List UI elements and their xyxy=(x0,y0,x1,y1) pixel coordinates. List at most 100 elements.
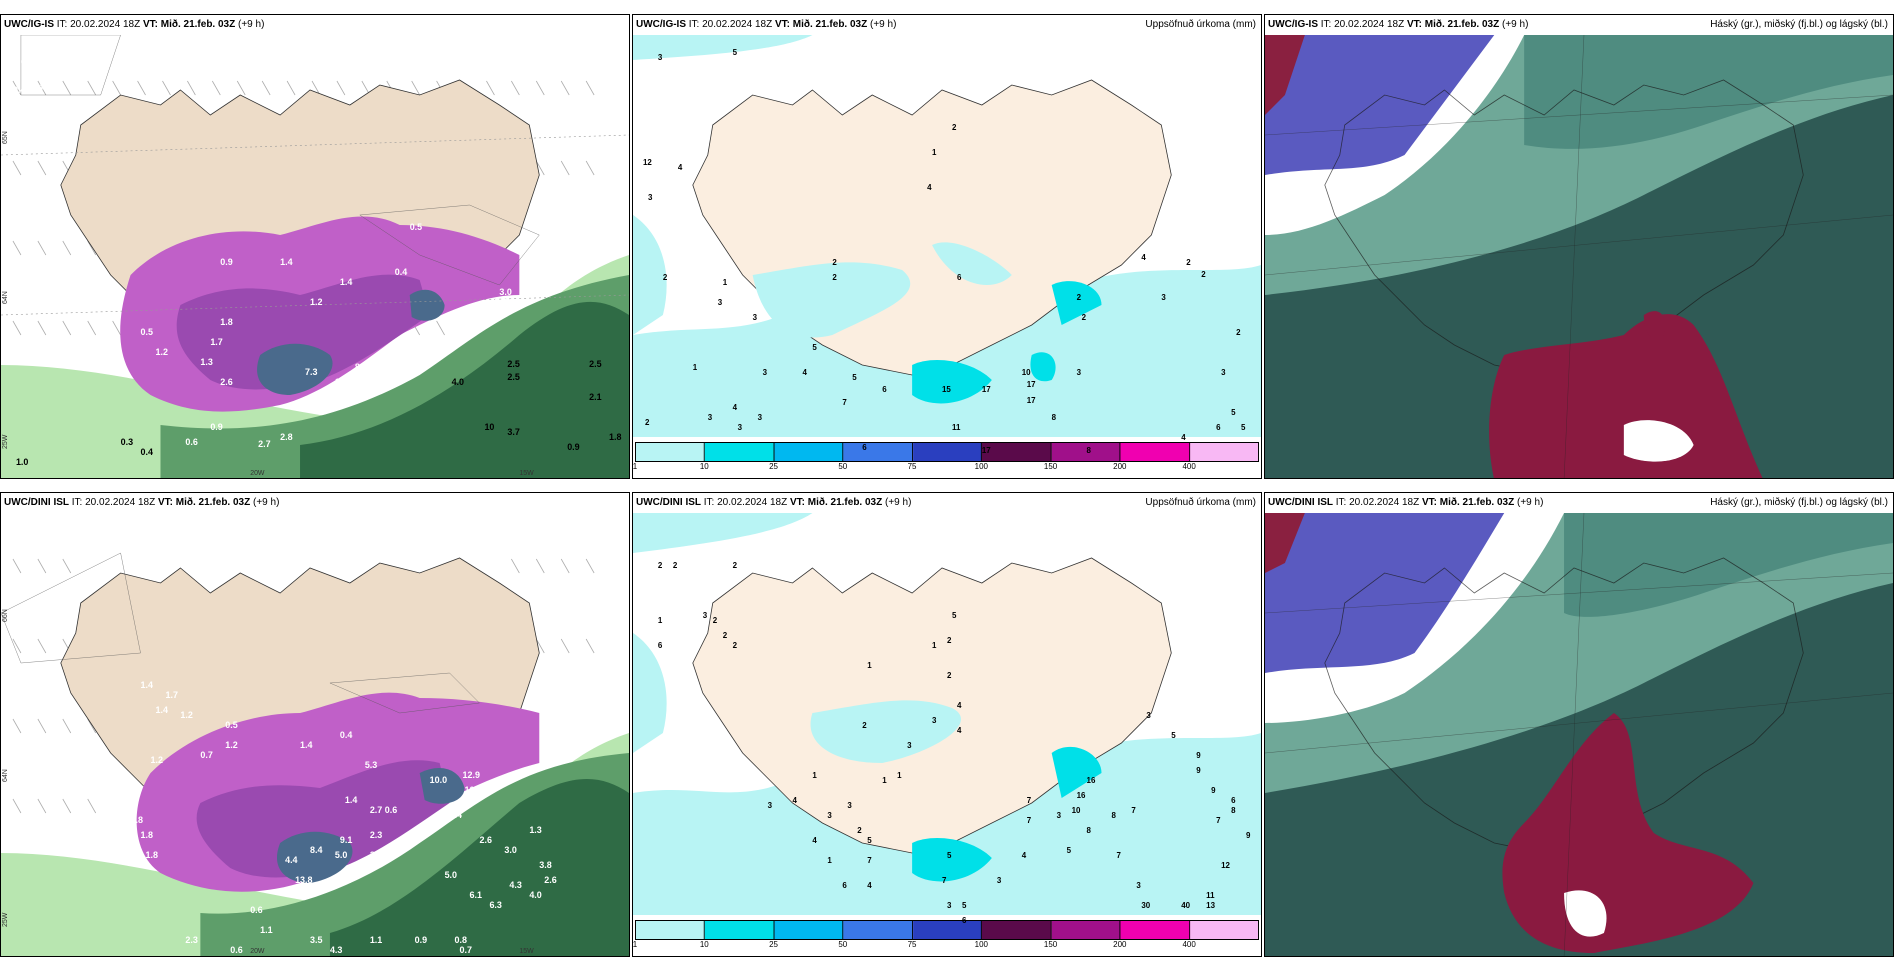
accum-precip-map: 1 10 25 50 75 100 150 200 400 3512433131… xyxy=(633,35,1261,478)
map-value-label: 3.0 xyxy=(504,845,516,855)
map-value-label: 5.0 xyxy=(335,850,347,860)
map-value-label: 2 xyxy=(1201,270,1206,279)
map-value-label: 2 xyxy=(947,671,952,680)
colorbar-swatches xyxy=(634,920,1260,940)
panel-header: UWC/DINI ISL IT: 20.02.2024 18Z VT: Mið.… xyxy=(1,493,629,513)
map-value-label: 6.3 xyxy=(489,900,501,910)
map-value-label: 3 xyxy=(738,423,743,432)
panel-accum-precip-igis: UWC/IG-IS IT: 20.02.2024 18Z VT: Mið. 21… xyxy=(632,14,1262,479)
map-value-label: 17 xyxy=(982,385,991,394)
map-value-label: 4 xyxy=(733,403,738,412)
map-value-label: 12 xyxy=(643,158,652,167)
precip-colorbar: 1 10 25 50 75 100 150 200 400 xyxy=(633,437,1261,478)
precip-value: 3.7 xyxy=(507,427,519,437)
precip-value: 0.5 xyxy=(21,57,33,67)
precip-value: 10.4 xyxy=(335,377,352,387)
panel-title: Uppsöfnuð úrkoma (mm) xyxy=(1145,497,1256,508)
precip-value: 0.4 xyxy=(31,82,43,92)
precip-value: 0.3 xyxy=(121,437,133,447)
it-label: IT: xyxy=(1335,497,1347,508)
map-value-label: 1.2 xyxy=(151,755,163,765)
map-value-label: 3 xyxy=(1146,711,1151,720)
lon-label: 20W xyxy=(250,470,265,477)
map-value-label: 10.0 xyxy=(430,775,447,785)
model-name: UWC/DINI ISL xyxy=(1268,497,1333,508)
precip-value: 0.6 xyxy=(185,437,197,447)
map-value-label: 3 xyxy=(1161,293,1166,302)
it-label: IT: xyxy=(703,497,715,508)
lon-label: 20W xyxy=(250,948,265,955)
colorbar-swatches xyxy=(634,442,1260,462)
map-value-label: 3.7 xyxy=(370,850,382,860)
map-value-label: 5 xyxy=(1231,408,1236,417)
lat-label: 64N xyxy=(2,291,9,304)
map-value-label: 1.2 xyxy=(225,740,237,750)
map-value-label: 0.9 xyxy=(415,935,427,945)
precip-value: 2.6 xyxy=(220,377,232,387)
map-value-label: 4 xyxy=(1141,253,1146,262)
map-value-label: 3.5 xyxy=(310,935,322,945)
colorbar-tick: 400 xyxy=(1182,940,1196,949)
map-value-label: 1 xyxy=(812,771,817,780)
panel-cloud-cover-igis: UWC/IG-IS IT: 20.02.2024 18Z VT: Mið. 21… xyxy=(1264,14,1894,479)
swatch xyxy=(1051,443,1121,461)
map-value-label: 7 xyxy=(867,856,872,865)
precip-value: 2.5 xyxy=(507,372,519,382)
precip-value: 0.9 xyxy=(220,257,232,267)
precip-wind-map: 65N 64N 25W 20W 15W 0.5 0.4 0.4 0.9 1.8 … xyxy=(1,35,629,478)
map-value-label: 7 xyxy=(842,398,847,407)
map-value-label: 2.6 xyxy=(479,835,491,845)
map-value-label: 2.6 xyxy=(544,875,556,885)
vt-label: VT: xyxy=(774,19,790,30)
map-value-label: 9 xyxy=(1196,766,1201,775)
precip-value: 2.1 xyxy=(589,392,601,402)
map-value-label: 1.4 xyxy=(156,705,168,715)
map-value-label: 4 xyxy=(1022,851,1027,860)
map-value-label: 5 xyxy=(952,611,957,620)
map-value-label: 13.8 xyxy=(295,875,312,885)
init-time: 20.02.2024 18Z xyxy=(1334,19,1405,30)
map-value-label: 7 xyxy=(942,876,947,885)
precip-value: 10 xyxy=(484,422,494,432)
map-value-label: 0.6 xyxy=(385,805,397,815)
map-value-label: 6 xyxy=(842,881,847,890)
map-value-label: 1.4 xyxy=(345,795,357,805)
colorbar-tick: 50 xyxy=(838,462,848,471)
vt-label: VT: xyxy=(142,19,158,30)
map-value-label: 1.1 xyxy=(370,935,382,945)
map-value-label: 2 xyxy=(952,123,957,132)
swatch xyxy=(843,443,913,461)
vt-label: VT: xyxy=(157,497,173,508)
precip-value: 1.2 xyxy=(310,297,322,307)
map-value-label: 7 xyxy=(1027,796,1032,805)
map-value-label: 5 xyxy=(1067,846,1072,855)
map-value-label: 2 xyxy=(862,721,867,730)
swatch xyxy=(982,443,1052,461)
map-value-label: 0.6 xyxy=(250,905,262,915)
map-value-label: 2 xyxy=(1082,313,1087,322)
precip-value: 1.8 xyxy=(220,317,232,327)
map-value-label: 3 xyxy=(932,716,937,725)
colorbar-tick: 200 xyxy=(1113,940,1127,949)
map-value-label: 0.7 xyxy=(200,750,212,760)
map-value-label: 15 xyxy=(942,385,951,394)
map-value-label: 6 xyxy=(658,641,663,650)
map-value-label: 17 xyxy=(1027,380,1036,389)
precip-value: 6.6 xyxy=(325,392,337,402)
colorbar-tick: 150 xyxy=(1043,940,1058,949)
precip-value: 2.5 xyxy=(589,359,601,369)
valid-time: Mið. 21.feb. 03Z xyxy=(1439,497,1515,508)
valid-time: Mið. 21.feb. 03Z xyxy=(160,19,236,30)
map-value-label: 16 xyxy=(1077,791,1086,800)
map-value-label: 10 xyxy=(1072,806,1081,815)
precip-value: 0.4 xyxy=(141,447,153,457)
map-value-label: 2 xyxy=(1186,258,1191,267)
map-value-label: 0.5 xyxy=(225,720,237,730)
map-value-label: 5 xyxy=(733,48,738,57)
map-value-label: 13 xyxy=(1206,901,1215,910)
map-value-label: 11 xyxy=(1206,891,1215,900)
lat-label: 65N xyxy=(2,131,9,144)
map-value-label: 4 xyxy=(957,701,962,710)
vt-label: VT: xyxy=(1421,497,1437,508)
map-value-label: 2 xyxy=(1077,293,1082,302)
